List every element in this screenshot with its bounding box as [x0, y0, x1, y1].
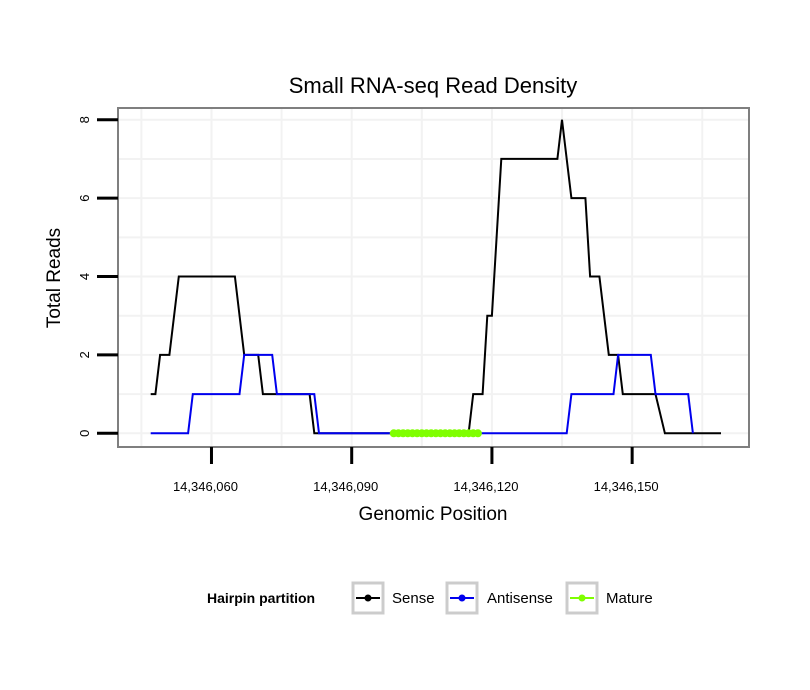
- legend-item-mature: Mature: [565, 581, 653, 615]
- y-tick-label-4: 8: [77, 116, 92, 123]
- x-tick-label-1: 14,346,090: [313, 479, 378, 494]
- legend-label-antisense: Antisense: [487, 590, 553, 607]
- x-tick-label-2: 14,346,120: [453, 479, 518, 494]
- legend-label-sense: Sense: [392, 590, 435, 607]
- x-tick-label-0: 14,346,060: [173, 479, 238, 494]
- y-axis-title: Total Reads: [44, 228, 65, 328]
- series-layer: [150, 119, 721, 438]
- series-line-antisense: [150, 353, 694, 435]
- legend-title: Hairpin partition: [207, 590, 315, 606]
- legend-item-antisense: Antisense: [445, 581, 553, 615]
- y-tick-label-1: 2: [77, 351, 92, 358]
- series-line-sense: [150, 119, 721, 435]
- y-tick-label-3: 6: [77, 195, 92, 202]
- legend: Hairpin partition Sense Antisense Mature: [207, 581, 653, 615]
- legend-label-mature: Mature: [606, 590, 653, 607]
- legend-point-sense: [364, 594, 372, 602]
- legend-point-antisense: [458, 594, 466, 602]
- x-tick-label-3: 14,346,150: [594, 479, 659, 494]
- legend-item-sense: Sense: [351, 581, 435, 615]
- y-axis: 0 2 4 6 8: [77, 116, 118, 437]
- y-tick-label-2: 4: [77, 273, 92, 280]
- x-axis: 14,346,060 14,346,090 14,346,120 14,346,150: [173, 447, 659, 494]
- x-axis-title: Genomic Position: [359, 504, 508, 525]
- legend-point-mature: [578, 594, 586, 602]
- chart-title: Small RNA-seq Read Density: [289, 73, 578, 98]
- series-point-mature-18: [473, 429, 482, 438]
- y-tick-label-0: 0: [77, 430, 92, 437]
